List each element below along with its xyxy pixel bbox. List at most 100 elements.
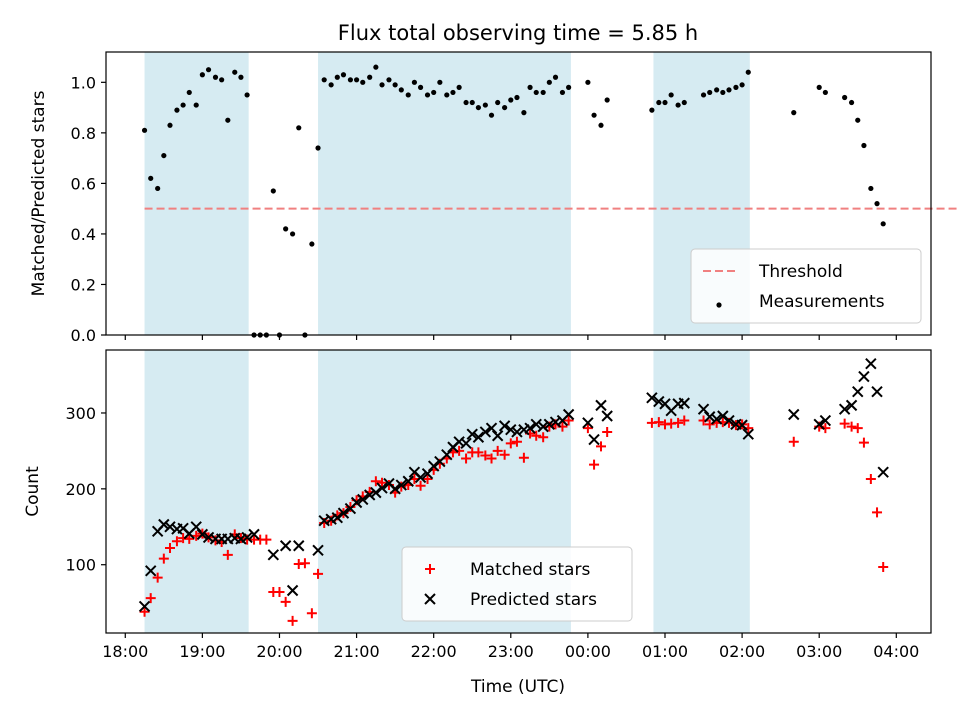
- measurement-point: [707, 89, 713, 96]
- matched-stars-point: [184, 533, 195, 544]
- measurement-point: [180, 102, 186, 108]
- matched-stars-point: [852, 423, 863, 434]
- measurement-point: [868, 185, 874, 192]
- legend-label: Measurements: [759, 292, 885, 312]
- matched-stars-point: [280, 596, 291, 607]
- measurement-point: [475, 104, 482, 111]
- measurement-point: [726, 87, 732, 93]
- matched-stars-point: [299, 558, 310, 569]
- observing-interval-band: [144, 52, 249, 335]
- matched-stars-point: [422, 473, 433, 484]
- measurement-point: [225, 117, 231, 123]
- predicted-stars-point: [164, 521, 176, 533]
- measurement-point: [232, 69, 238, 75]
- predicted-stars-point: [562, 408, 575, 421]
- measurement-point: [527, 84, 533, 90]
- measurement-point: [373, 64, 379, 70]
- x-tick-label: 22:00: [411, 642, 457, 661]
- measurement-point: [289, 231, 296, 237]
- predicted-stars-point: [414, 471, 427, 484]
- matched-stars-point: [158, 553, 169, 564]
- measurement-point: [469, 99, 475, 106]
- matched-stars-point: [839, 418, 850, 429]
- y-tick-label: 0.4: [71, 225, 96, 244]
- measurement-point: [386, 77, 392, 83]
- measurement-point: [540, 89, 546, 96]
- measurement-point: [212, 74, 219, 80]
- measurement-point: [681, 99, 687, 106]
- predicted-stars-point: [653, 395, 665, 408]
- predicted-stars-point: [511, 426, 523, 438]
- predicted-stars-point: [742, 428, 754, 440]
- matched-stars-point: [878, 561, 889, 572]
- predicted-stars-point: [286, 584, 299, 597]
- predicted-stars-point: [736, 419, 748, 431]
- measurement-point: [598, 122, 604, 128]
- predicted-stars-point: [537, 420, 549, 433]
- x-axis-label: Time (UTC): [470, 677, 565, 697]
- measurement-point: [488, 112, 495, 118]
- measurement-point: [167, 122, 173, 128]
- predicted-stars-point: [819, 414, 832, 427]
- measurement-point: [508, 97, 514, 103]
- matched-stars-point: [505, 438, 516, 449]
- measurement-point: [675, 102, 681, 108]
- measurement-point: [193, 102, 199, 108]
- predicted-stars-point: [491, 430, 504, 442]
- measurement-point: [714, 87, 720, 93]
- predicted-stars-point: [858, 370, 870, 383]
- measurement-point: [296, 125, 302, 131]
- observing-interval-band: [653, 350, 750, 633]
- matched-stars-point: [511, 436, 522, 447]
- measurement-point: [649, 107, 655, 113]
- matched-stars-point: [164, 543, 175, 554]
- matched-stars-point: [518, 452, 529, 463]
- x-tick-label: 19:00: [179, 642, 225, 661]
- predicted-stars-point: [479, 426, 492, 438]
- measurement-point: [199, 72, 205, 78]
- predicted-stars-point: [723, 414, 735, 427]
- matched-stars-point: [538, 432, 549, 443]
- measurement-point: [552, 74, 559, 80]
- measurement-point: [367, 74, 373, 80]
- measurement-point: [842, 94, 848, 101]
- measurement-point: [205, 67, 212, 73]
- matched-stars-point: [582, 423, 593, 434]
- matched-stars-point: [222, 549, 233, 560]
- predicted-stars-point: [466, 428, 478, 440]
- predicted-stars-point: [460, 437, 472, 450]
- matched-stars-point: [589, 459, 600, 470]
- matched-stars-point: [872, 507, 883, 518]
- predicted-stars-point: [710, 413, 723, 425]
- measurement-point: [861, 142, 867, 149]
- measurement-point: [283, 226, 289, 232]
- predicted-stars-point: [524, 422, 536, 434]
- matched-stars-point: [563, 415, 574, 426]
- measurement-point: [244, 92, 250, 98]
- x-tick-label: 21:00: [334, 642, 380, 661]
- measurement-point: [238, 74, 244, 80]
- measurement-point: [405, 92, 411, 98]
- predicted-stars-point: [788, 408, 800, 421]
- y-tick-label: 1.0: [71, 73, 96, 92]
- measurement-point: [521, 110, 527, 116]
- predicted-stars-point: [293, 540, 305, 552]
- predicted-stars-point: [427, 460, 440, 472]
- y-tick-label: 100: [65, 556, 96, 575]
- y-tick-label: 0.0: [71, 326, 96, 345]
- x-tick-label: 04:00: [873, 642, 919, 661]
- predicted-stars-point: [370, 486, 382, 499]
- measurement-point: [463, 99, 469, 106]
- matched-stars-point: [596, 441, 606, 452]
- predicted-stars-point: [331, 511, 344, 524]
- matched-stars-point: [704, 419, 715, 430]
- predicted-stars-point: [601, 410, 613, 422]
- predicted-stars-point: [389, 483, 401, 495]
- matched-stars-point: [313, 568, 324, 579]
- measurement-point: [816, 84, 822, 90]
- matched-stars-point: [858, 437, 869, 448]
- measurement-point: [424, 92, 431, 98]
- x-tick-label: 18:00: [102, 642, 148, 661]
- measurement-point: [566, 84, 572, 90]
- measurement-point: [328, 82, 334, 88]
